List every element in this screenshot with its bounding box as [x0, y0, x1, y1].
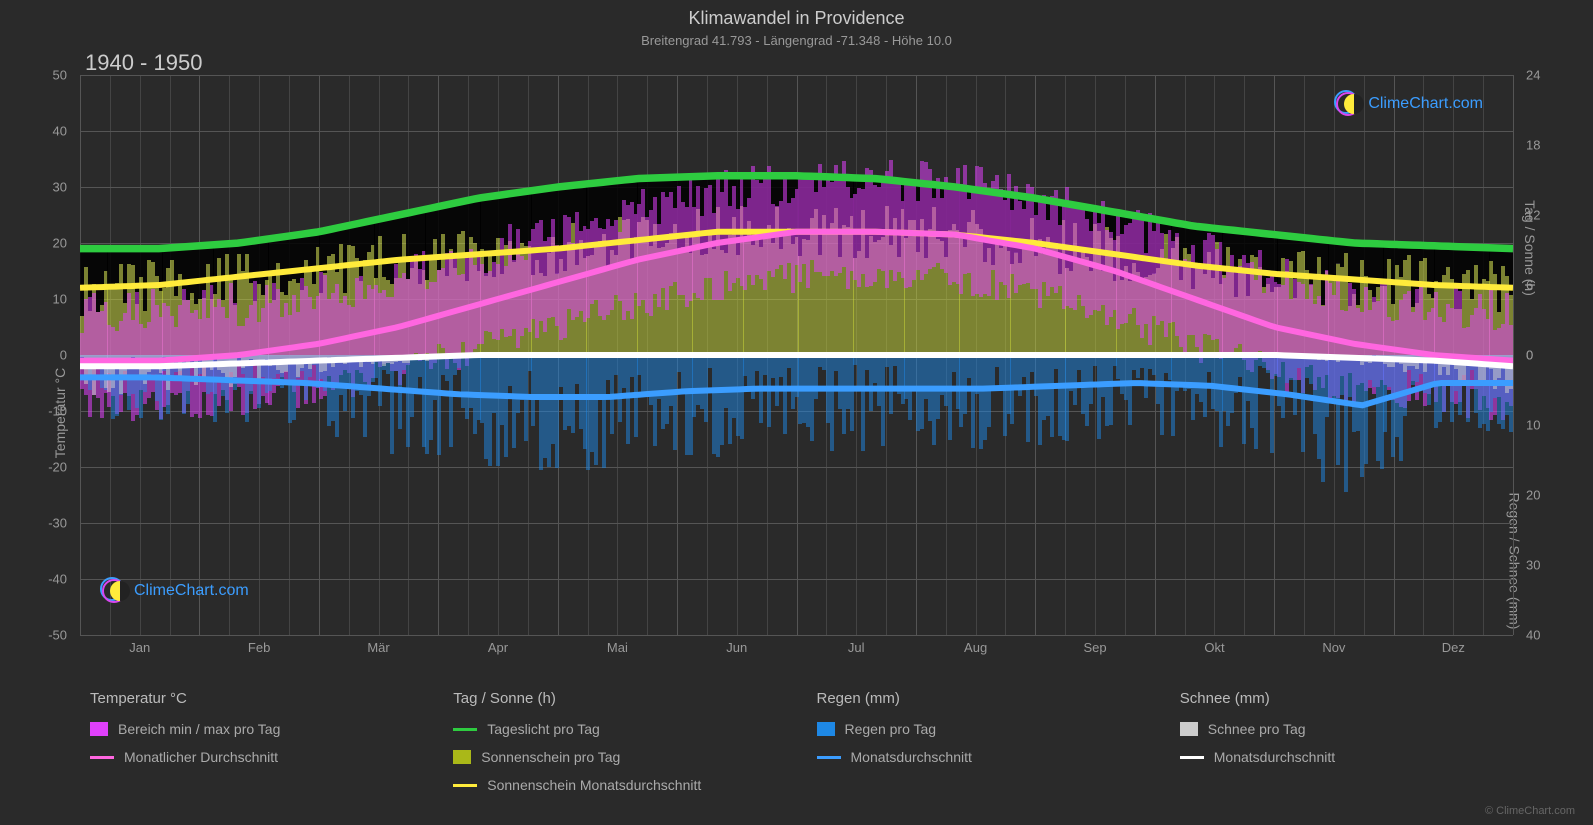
y-tick-right-bot: 20 — [1526, 488, 1540, 503]
watermark-top: ClimeChart.com — [1334, 90, 1483, 118]
y-tick-right-top: 24 — [1526, 68, 1540, 83]
legend-item: Bereich min / max pro Tag — [90, 721, 413, 737]
gridline-h — [80, 635, 1513, 636]
y-tick-right-top: 18 — [1526, 138, 1540, 153]
gridline-v — [1513, 75, 1514, 635]
legend-item: Schnee pro Tag — [1180, 721, 1503, 737]
legend-swatch — [1180, 722, 1198, 736]
legend-column: Temperatur °C Bereich min / max pro Tag Mo… — [90, 690, 413, 805]
legend-swatch — [453, 784, 477, 787]
x-tick-month: Okt — [1204, 640, 1224, 655]
legend-swatch — [90, 722, 108, 736]
y-tick-left: 50 — [53, 68, 67, 83]
legend-swatch — [90, 756, 114, 759]
legend-label: Monatsdurchschnitt — [1214, 749, 1335, 765]
x-tick-month: Mär — [367, 640, 389, 655]
x-tick-month: Mai — [607, 640, 628, 655]
y-tick-left: 20 — [53, 236, 67, 251]
climate-chart: Klimawandel in Providence Breitengrad 41… — [0, 0, 1593, 825]
watermark-logo-icon — [1334, 90, 1362, 118]
y-tick-left: -50 — [48, 628, 67, 643]
y-tick-right-top: 6 — [1526, 278, 1533, 293]
year-range-label: 1940 - 1950 — [85, 50, 202, 76]
legend-label: Regen pro Tag — [845, 721, 937, 737]
y-tick-right-bot: 30 — [1526, 558, 1540, 573]
legend-label: Monatlicher Durchschnitt — [124, 749, 278, 765]
x-tick-month: Dez — [1442, 640, 1465, 655]
x-tick-month: Nov — [1322, 640, 1345, 655]
legend-item: Monatsdurchschnitt — [817, 749, 1140, 765]
daily-bars-layer — [80, 75, 1513, 635]
legend-label: Monatsdurchschnitt — [851, 749, 972, 765]
legend-swatch — [1180, 756, 1204, 759]
legend-label: Schnee pro Tag — [1208, 721, 1306, 737]
x-tick-month: Sep — [1083, 640, 1106, 655]
legend-item: Sonnenschein pro Tag — [453, 749, 776, 765]
y-axis-right: 06121824010203040 — [1518, 75, 1593, 635]
x-tick-month: Feb — [248, 640, 270, 655]
legend-heading: Tag / Sonne (h) — [453, 690, 776, 707]
watermark-bottom: ClimeChart.com — [100, 577, 249, 605]
plot-area — [80, 75, 1513, 635]
x-tick-month: Jul — [848, 640, 865, 655]
y-tick-left: -30 — [48, 516, 67, 531]
legend-column: Tag / Sonne (h) Tageslicht pro Tag Sonnens… — [453, 690, 776, 805]
legend-label: Bereich min / max pro Tag — [118, 721, 280, 737]
legend-item: Monatlicher Durchschnitt — [90, 749, 413, 765]
legend-swatch — [453, 750, 471, 764]
y-tick-left: 10 — [53, 292, 67, 307]
legend-label: Tageslicht pro Tag — [487, 721, 600, 737]
watermark-text: ClimeChart.com — [134, 582, 249, 600]
x-tick-month: Apr — [488, 640, 508, 655]
x-tick-month: Jan — [129, 640, 150, 655]
legend-heading: Regen (mm) — [817, 690, 1140, 707]
legend-column: Regen (mm) Regen pro Tag Monatsdurchschnit… — [817, 690, 1140, 805]
y-tick-left: 0 — [60, 348, 67, 363]
x-tick-month: Aug — [964, 640, 987, 655]
watermark-logo-icon — [100, 577, 128, 605]
y-tick-left: -40 — [48, 572, 67, 587]
legend-swatch — [817, 722, 835, 736]
legend-item: Tageslicht pro Tag — [453, 721, 776, 737]
chart-subtitle: Breitengrad 41.793 - Längengrad -71.348 … — [0, 29, 1593, 48]
y-tick-left: 30 — [53, 180, 67, 195]
legend-swatch — [817, 756, 841, 759]
y-tick-left: 40 — [53, 124, 67, 139]
copyright: © ClimeChart.com — [1485, 805, 1575, 817]
y-tick-right-bot: 0 — [1526, 348, 1533, 363]
legend: Temperatur °C Bereich min / max pro Tag Mo… — [90, 690, 1503, 805]
x-axis: Jan Feb Mär Apr Mai Jun Jul Aug Sep Okt Nov Dez — [80, 640, 1513, 660]
legend-swatch — [453, 728, 477, 731]
y-tick-left: -10 — [48, 404, 67, 419]
watermark-text: ClimeChart.com — [1368, 95, 1483, 113]
x-tick-month: Jun — [726, 640, 747, 655]
y-tick-right-bot: 10 — [1526, 418, 1540, 433]
y-axis-left: -50-40-30-20-1001020304050 — [0, 75, 75, 635]
y-tick-left: -20 — [48, 460, 67, 475]
y-tick-right-bot: 40 — [1526, 628, 1540, 643]
chart-title: Klimawandel in Providence — [0, 0, 1593, 29]
legend-item: Monatsdurchschnitt — [1180, 749, 1503, 765]
legend-heading: Temperatur °C — [90, 690, 413, 707]
legend-label: Sonnenschein Monatsdurchschnitt — [487, 777, 701, 793]
legend-item: Regen pro Tag — [817, 721, 1140, 737]
legend-heading: Schnee (mm) — [1180, 690, 1503, 707]
y-tick-right-top: 12 — [1526, 208, 1540, 223]
legend-label: Sonnenschein pro Tag — [481, 749, 620, 765]
legend-column: Schnee (mm) Schnee pro Tag Monatsdurchschn… — [1180, 690, 1503, 805]
legend-item: Sonnenschein Monatsdurchschnitt — [453, 777, 776, 793]
